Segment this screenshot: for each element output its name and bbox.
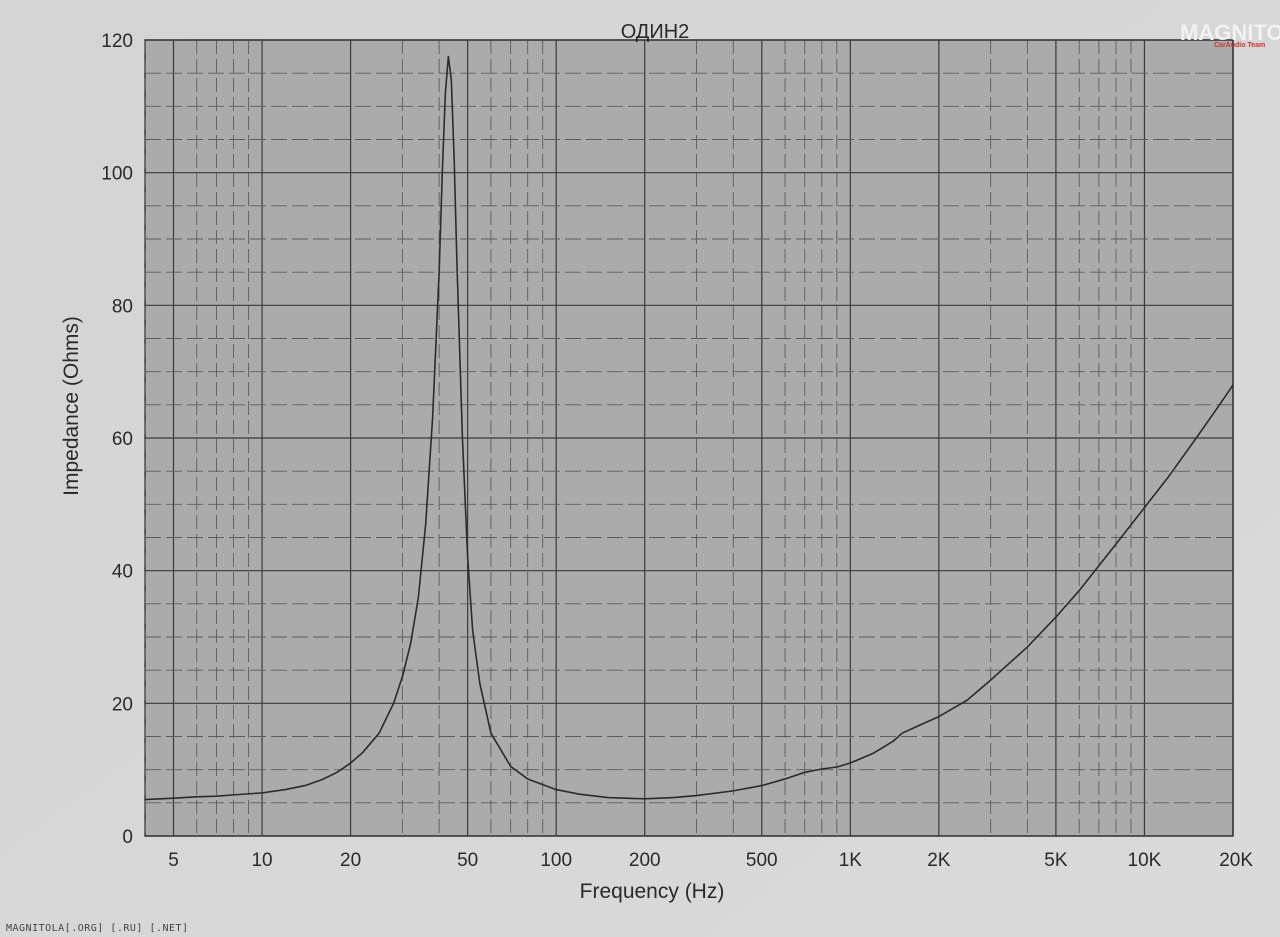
watermark-footer: MAGNITOLA[.ORG] [.RU] [.NET] — [6, 923, 189, 934]
y-tick-label: 100 — [101, 164, 133, 185]
svg-text:MAGNITOLA: MAGNITOLA — [1180, 20, 1280, 45]
x-tick-label: 20K — [1219, 850, 1253, 871]
chart-title: ОДИН2 — [621, 21, 690, 43]
x-tick-label: 200 — [629, 850, 661, 871]
y-tick-label: 80 — [112, 296, 133, 317]
x-tick-label: 5K — [1044, 850, 1068, 871]
y-tick-label: 20 — [112, 694, 133, 715]
y-tick-label: 40 — [112, 562, 133, 583]
y-axis-title: Impedance (Ohms) — [60, 316, 83, 496]
x-tick-label: 50 — [457, 850, 478, 871]
impedance-curve — [144, 55, 1234, 801]
grid — [144, 39, 1234, 837]
y-axis-ticks: 0 20 40 60 80 100 120 — [101, 31, 133, 848]
x-tick-label: 2K — [927, 850, 951, 871]
y-tick-label: 0 — [122, 827, 133, 848]
x-tick-label: 5 — [168, 850, 179, 871]
x-tick-label: 500 — [746, 850, 778, 871]
y-tick-label: 60 — [112, 429, 133, 450]
x-tick-label: 1K — [839, 850, 863, 871]
x-axis-title: Frequency (Hz) — [580, 880, 725, 903]
y-tick-label: 120 — [101, 31, 133, 52]
x-tick-label: 10 — [251, 850, 272, 871]
watermark-logo: MAGNITOLA CarAudio Team — [1180, 20, 1280, 49]
x-axis-ticks: 5 10 20 50 100 200 500 1K 2K 5K 10K 20K — [168, 850, 1253, 871]
x-tick-label: 20 — [340, 850, 361, 871]
x-tick-label: 10K — [1128, 850, 1162, 871]
x-tick-label: 100 — [540, 850, 572, 871]
svg-text:CarAudio Team: CarAudio Team — [1214, 42, 1265, 49]
